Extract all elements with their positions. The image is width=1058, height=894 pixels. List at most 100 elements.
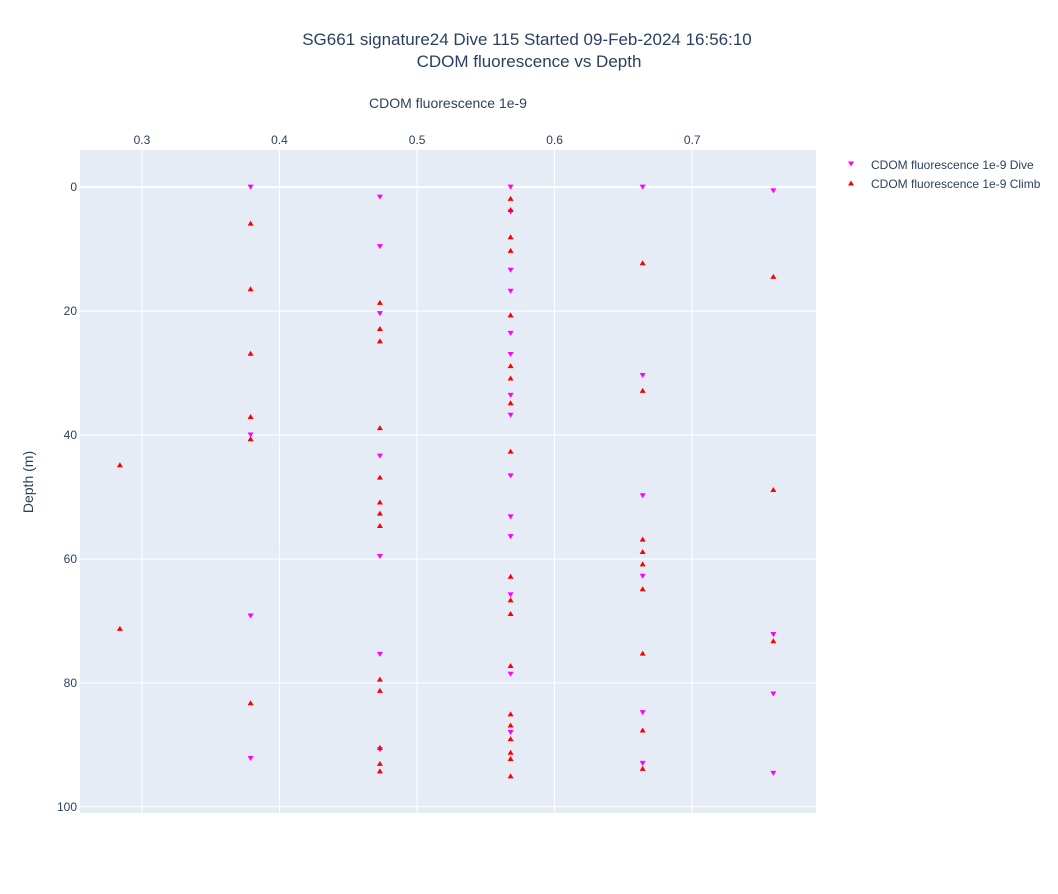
dive-point bbox=[507, 267, 514, 273]
dive-point bbox=[507, 729, 514, 735]
dive-point bbox=[247, 613, 254, 619]
climb-point bbox=[770, 487, 777, 493]
climb-point bbox=[507, 195, 514, 201]
climb-point bbox=[247, 700, 254, 706]
dive-point bbox=[507, 592, 514, 598]
dive-point bbox=[639, 493, 646, 499]
climb-point bbox=[507, 749, 514, 755]
climb-point bbox=[639, 650, 646, 656]
climb-point bbox=[639, 586, 646, 592]
climb-point bbox=[376, 676, 383, 682]
dive-point bbox=[376, 453, 383, 459]
dive-point bbox=[639, 760, 646, 766]
dive-point bbox=[507, 514, 514, 520]
climb-point bbox=[507, 375, 514, 381]
climb-point bbox=[639, 260, 646, 266]
y-axis-title: Depth (m) bbox=[20, 451, 36, 513]
dive-point bbox=[770, 632, 777, 638]
climb-point bbox=[376, 425, 383, 431]
dive-point bbox=[770, 691, 777, 697]
climb-point bbox=[376, 760, 383, 766]
climb-point bbox=[507, 206, 514, 212]
dive-point bbox=[507, 184, 514, 190]
dive-point bbox=[507, 412, 514, 418]
plot-area[interactable] bbox=[80, 150, 816, 813]
data-points bbox=[116, 184, 777, 779]
climb-point bbox=[247, 436, 254, 442]
dive-point bbox=[770, 770, 777, 776]
climb-point bbox=[376, 299, 383, 305]
climb-point bbox=[639, 536, 646, 542]
climb-point bbox=[639, 387, 646, 393]
y-tick-label: 60 bbox=[64, 552, 78, 566]
dive-point bbox=[507, 330, 514, 336]
dive-point bbox=[376, 651, 383, 657]
chart-title: SG661 signature24 Dive 115 Started 09-Fe… bbox=[302, 30, 752, 49]
climb-point bbox=[507, 711, 514, 717]
climb-point bbox=[247, 350, 254, 356]
climb-point bbox=[376, 687, 383, 693]
climb-point bbox=[639, 765, 646, 771]
dive-point bbox=[639, 373, 646, 379]
x-tick-label: 0.5 bbox=[409, 133, 426, 147]
dive-point bbox=[376, 194, 383, 200]
climb-point bbox=[507, 597, 514, 603]
climb-point bbox=[770, 638, 777, 644]
climb-point bbox=[507, 663, 514, 669]
x-tick-label: 0.6 bbox=[546, 133, 563, 147]
climb-point bbox=[639, 727, 646, 733]
climb-point bbox=[247, 413, 254, 419]
legend-item-climb[interactable]: CDOM fluorescence 1e-9 Climb bbox=[848, 177, 1041, 191]
climb-point bbox=[376, 522, 383, 528]
legend-label-dive: CDOM fluorescence 1e-9 Dive bbox=[871, 158, 1034, 172]
climb-point bbox=[507, 755, 514, 761]
dive-point bbox=[376, 244, 383, 250]
chart-subtitle: CDOM fluorescence vs Depth bbox=[417, 52, 642, 71]
legend[interactable]: CDOM fluorescence 1e-9 Dive CDOM fluores… bbox=[848, 158, 1041, 191]
dive-point bbox=[639, 573, 646, 579]
y-tick-label: 40 bbox=[64, 428, 78, 442]
legend-item-dive[interactable]: CDOM fluorescence 1e-9 Dive bbox=[848, 158, 1034, 172]
climb-point bbox=[507, 722, 514, 728]
y-tick-label: 80 bbox=[64, 676, 78, 690]
legend-marker-climb bbox=[848, 180, 854, 186]
climb-point bbox=[376, 510, 383, 516]
climb-point bbox=[639, 549, 646, 555]
climb-point bbox=[116, 625, 123, 631]
climb-point bbox=[507, 736, 514, 742]
grid-lines bbox=[80, 150, 816, 813]
y-tick-label: 100 bbox=[57, 800, 77, 814]
dive-point bbox=[376, 553, 383, 559]
climb-point bbox=[376, 338, 383, 344]
climb-point bbox=[247, 286, 254, 292]
x-tick-label: 0.7 bbox=[684, 133, 701, 147]
x-axis-title: CDOM fluorescence 1e-9 bbox=[369, 95, 527, 111]
climb-point bbox=[507, 573, 514, 579]
climb-point bbox=[507, 312, 514, 318]
dive-point bbox=[639, 184, 646, 190]
dive-point bbox=[770, 188, 777, 194]
climb-point bbox=[376, 474, 383, 480]
dive-point bbox=[247, 432, 254, 438]
x-axis-ticks: 0.3 0.4 0.5 0.6 0.7 bbox=[134, 133, 701, 147]
dive-point bbox=[507, 473, 514, 479]
climb-point bbox=[507, 773, 514, 779]
x-tick-label: 0.4 bbox=[271, 133, 288, 147]
climb-point bbox=[376, 744, 383, 750]
dive-point bbox=[507, 392, 514, 398]
legend-marker-dive bbox=[848, 161, 854, 167]
dive-point bbox=[507, 671, 514, 677]
dive-point bbox=[247, 184, 254, 190]
climb-point bbox=[507, 247, 514, 253]
y-tick-label: 20 bbox=[64, 304, 78, 318]
dive-point bbox=[247, 755, 254, 761]
climb-point bbox=[376, 325, 383, 331]
dive-point bbox=[507, 534, 514, 540]
climb-point bbox=[507, 363, 514, 369]
climb-point bbox=[376, 499, 383, 505]
dive-point bbox=[376, 311, 383, 317]
y-tick-label: 0 bbox=[70, 180, 77, 194]
legend-label-climb: CDOM fluorescence 1e-9 Climb bbox=[871, 177, 1041, 191]
climb-point bbox=[507, 400, 514, 406]
